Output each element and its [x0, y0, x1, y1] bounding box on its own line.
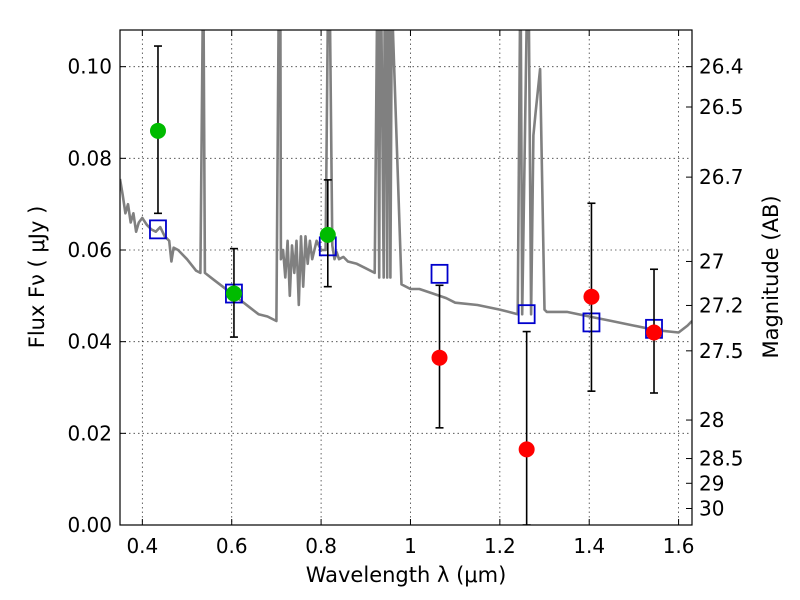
mag-tick-label: 30: [699, 497, 724, 521]
y-tick-label: 0.10: [67, 55, 112, 79]
mag-tick-label: 28.5: [699, 447, 744, 471]
x-tick-label: 1.2: [484, 534, 516, 558]
x-axis-title: Wavelength λ (μm): [306, 563, 507, 587]
x-tick-label: 0.6: [216, 534, 248, 558]
y-tick-label: 0.08: [67, 146, 112, 170]
x-tick-label: 1.4: [573, 534, 605, 558]
x-tick-label: 1.6: [663, 534, 695, 558]
mag-tick-label: 26.4: [699, 55, 744, 79]
detection-point-green: [149, 122, 166, 139]
model-sed-layer: [120, 30, 692, 334]
model-photometry-square: [430, 263, 449, 284]
y2-axis-title: Magnitude (AB): [759, 195, 783, 358]
y-tick-label: 0.02: [67, 421, 112, 445]
x-tick-label: 0.4: [126, 534, 158, 558]
x-tick-label: 1: [404, 534, 417, 558]
mag-tick-label: 27.2: [699, 293, 744, 317]
x-tick-label: 0.8: [305, 534, 337, 558]
model-photometry-square: [149, 219, 167, 240]
observed-point-red: [431, 349, 448, 366]
plot-background: [120, 30, 692, 525]
mag-tick-label: 27.5: [699, 339, 744, 363]
observed-point-red: [646, 324, 663, 341]
y-tick-label: 0.04: [67, 330, 112, 354]
axis-ticks: 0.4 0.6 0.8 1 1.2 1.4 1.6 0.00 0.02 0.04 0.06 0.08 0…: [67, 30, 744, 558]
mag-tick-label: 29: [699, 471, 724, 495]
grid-lines: [120, 30, 692, 526]
y-tick-label: 0.00: [67, 513, 112, 537]
markers-layer: [149, 45, 663, 525]
plot-frame: [119, 29, 693, 526]
observed-point-red: [583, 288, 600, 305]
y-axis-title: Flux Fν ( μJy ): [25, 206, 49, 349]
observed-point-red: [518, 441, 535, 458]
model-sed-line: [120, 30, 692, 334]
mag-tick-label: 27: [699, 249, 724, 273]
mag-tick-label: 26.5: [699, 95, 744, 119]
detection-point-green: [319, 226, 336, 243]
model-photometry-square: [517, 304, 536, 325]
mag-tick-label: 26.7: [699, 165, 744, 189]
y-tick-label: 0.06: [67, 238, 112, 262]
detection-point-green: [225, 285, 242, 302]
mag-tick-label: 28: [699, 408, 724, 432]
